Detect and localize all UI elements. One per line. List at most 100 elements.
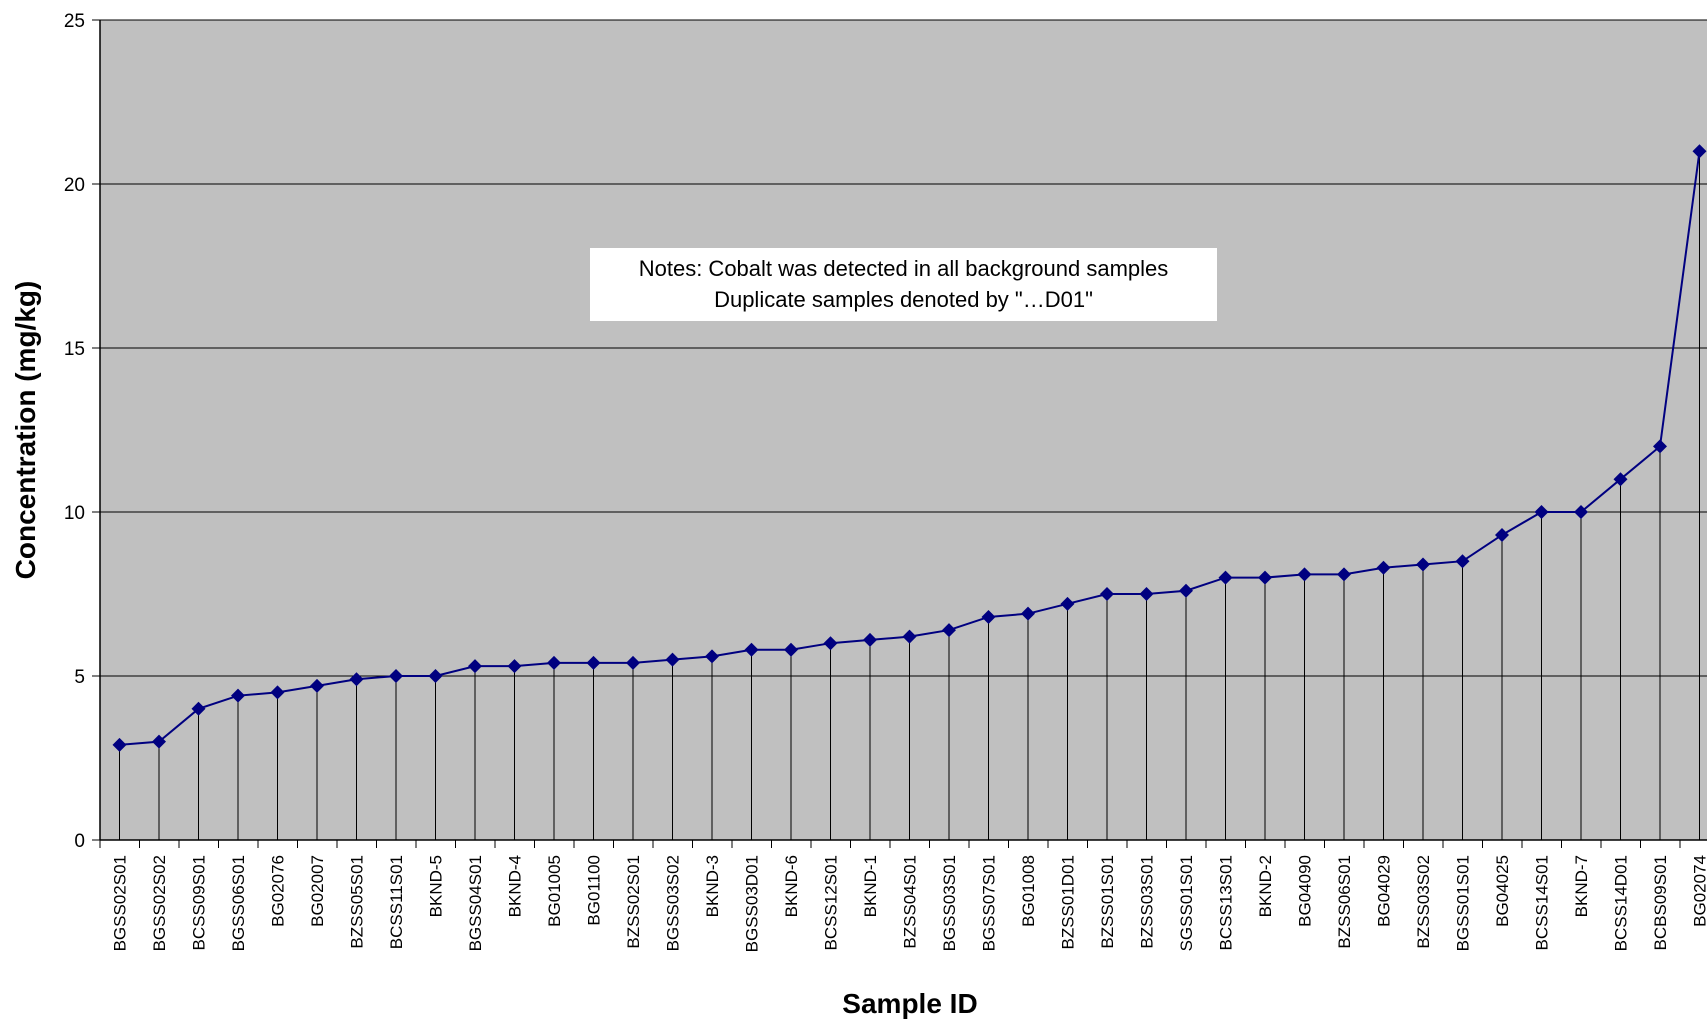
x-tick-label: BG04029 [1375, 855, 1394, 927]
gridlines [100, 19, 1707, 677]
x-tick-label: BCSS14S01 [1533, 855, 1552, 950]
note-line-2: Duplicate samples denoted by "…D01" [714, 287, 1093, 312]
y-axis: 0 5 10 15 20 25 [64, 11, 101, 852]
notes-annotation: Notes: Cobalt was detected in all backgr… [590, 248, 1217, 321]
x-tick-label: BGSS03D01 [743, 855, 762, 952]
data-point [665, 652, 680, 667]
x-tick-label: BZSS03S02 [1414, 855, 1433, 949]
x-tick-label: BZSS05S01 [348, 855, 367, 949]
x-tick-label: BKND-2 [1256, 855, 1275, 917]
data-point [626, 655, 640, 670]
data-point [1337, 567, 1351, 582]
x-tick-label: BG02007 [308, 855, 327, 927]
x-tick-label: BKND-5 [427, 855, 446, 917]
x-tick-label: BG02076 [269, 855, 288, 927]
data-point [1653, 439, 1667, 454]
data-point [1258, 570, 1272, 585]
y-tick-label: 10 [64, 503, 85, 524]
x-tick-label: BZSS02S01 [624, 855, 643, 949]
x-tick-label: BCSS12S01 [822, 855, 841, 950]
x-tick-label: BG02074 [1691, 855, 1707, 927]
data-point [1100, 587, 1114, 601]
data-point [191, 701, 206, 716]
plot-area [100, 20, 1707, 840]
data-point [784, 642, 798, 657]
data-point [1455, 554, 1470, 569]
y-tick-label: 25 [64, 11, 85, 32]
x-tick-label: BCSS13S01 [1217, 855, 1236, 950]
data-point [1376, 560, 1391, 575]
data-point [1534, 505, 1549, 519]
x-axis: BGSS02S01 BGSS02S02 BCSS09S01 BGSS06S01 BG02… [99, 839, 1707, 952]
data-point [1139, 587, 1154, 601]
data-point [1495, 527, 1509, 542]
data-point [902, 629, 917, 644]
y-tick-label: 20 [64, 175, 85, 196]
x-tick-label: SGSS01S01 [1177, 855, 1196, 951]
x-tick-label: BG04090 [1296, 855, 1315, 927]
x-tick-label: BKND-7 [1572, 855, 1591, 917]
x-tick-label: BZSS06S01 [1335, 855, 1354, 949]
data-point [1692, 144, 1707, 159]
drop-lines [119, 151, 1700, 840]
data-point [270, 685, 285, 700]
data-point [349, 672, 364, 687]
data-point [823, 636, 838, 651]
data-point [1613, 472, 1628, 487]
data-point [1297, 567, 1312, 582]
x-tick-label: BCSS09S01 [190, 855, 209, 950]
y-tick-label: 15 [64, 339, 85, 360]
x-tick-label: BKND-6 [782, 855, 801, 917]
y-tick-label: 5 [74, 667, 85, 688]
x-tick-label: BGSS03S01 [940, 855, 959, 951]
x-tick-label: BGSS04S01 [466, 855, 485, 951]
data-point [863, 632, 877, 647]
x-tick-label: BKND-4 [506, 855, 525, 917]
x-tick-label: BZSS04S01 [901, 855, 920, 949]
data-point [1218, 570, 1233, 585]
data-point [547, 655, 561, 670]
data-point [586, 655, 601, 670]
data-point [389, 669, 403, 683]
data-point [1416, 557, 1430, 572]
data-point [428, 669, 443, 683]
x-tick-label: BGSS06S01 [229, 855, 248, 951]
data-point [744, 642, 759, 657]
markers [112, 144, 1707, 752]
x-tick-label: BGSS03S02 [664, 855, 683, 951]
x-tick-label: BG04025 [1493, 855, 1512, 927]
data-point [1060, 596, 1075, 611]
x-tick-label: BG01005 [545, 855, 564, 927]
data-point [507, 659, 522, 674]
x-tick-label: BZSS03S01 [1138, 855, 1157, 949]
data-point [705, 649, 719, 664]
x-tick-label: BCBS09S01 [1651, 855, 1670, 950]
x-tick-label: BGSS02S01 [111, 855, 130, 951]
note-line-1: Notes: Cobalt was detected in all backgr… [638, 256, 1169, 281]
data-point [231, 688, 245, 703]
data-point [112, 737, 127, 752]
x-tick-label: BGSS02S02 [150, 855, 169, 951]
x-tick-label: BCSS11S01 [387, 855, 406, 949]
data-point [942, 623, 956, 638]
x-tick-label: BGSS01S01 [1454, 855, 1473, 951]
data-point [1574, 505, 1588, 519]
data-point [310, 678, 324, 693]
x-tick-label: BZSS01D01 [1059, 855, 1078, 950]
x-tick-label: BGSS07S01 [980, 855, 999, 951]
x-tick-label: BKND-3 [703, 855, 722, 917]
x-tick-label: BG01100 [585, 855, 604, 926]
x-tick-label: BZSS01S01 [1098, 855, 1117, 949]
x-tick-label: BG01008 [1019, 855, 1038, 927]
x-axis-title: Sample ID [842, 988, 977, 1019]
y-axis-title: Concentration (mg/kg) [10, 281, 41, 580]
data-point [981, 609, 996, 624]
x-tick-label: BKND-1 [861, 855, 880, 917]
data-point [1179, 583, 1193, 598]
x-tick-label: BCSS14D01 [1612, 855, 1631, 951]
y-tick-label: 0 [74, 831, 85, 852]
data-point [152, 734, 166, 749]
data-point [1021, 606, 1035, 621]
data-point [468, 659, 482, 674]
